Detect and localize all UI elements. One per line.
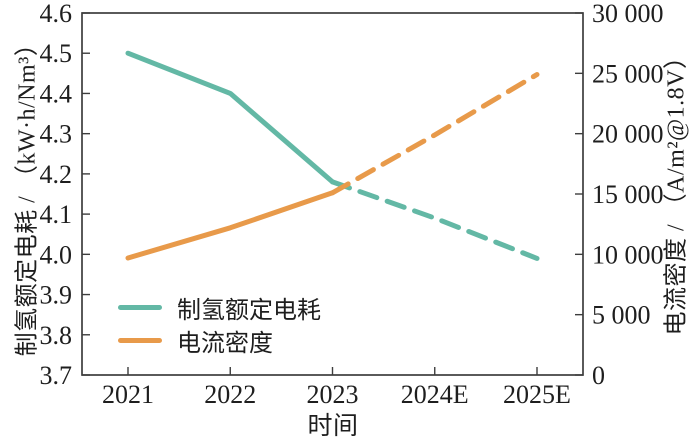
- right-axis-tick-label: 10 000: [592, 240, 664, 269]
- right-axis-tick-label: 15 000: [592, 180, 664, 209]
- left-axis-tick-label: 3.7: [40, 361, 73, 390]
- x-axis-tick-label: 2021: [102, 380, 154, 409]
- series-line-dashed-right: [330, 72, 540, 196]
- right-axis-tick-label: 0: [592, 361, 605, 390]
- right-axis-tick-label: 25 000: [592, 59, 664, 88]
- legend: 制氢额定电耗 电流密度: [118, 295, 321, 357]
- legend-label-current-density: 电流密度: [177, 330, 273, 357]
- left-axis-tick-label: 4.4: [40, 79, 73, 108]
- series-line-solid-right: [125, 190, 335, 261]
- right-axis-title: 电流密度 / （A/m²@1.8V）: [663, 44, 690, 336]
- right-axis-tick-label: 30 000: [592, 0, 664, 28]
- legend-item-power-consumption: 制氢额定电耗: [118, 295, 321, 324]
- power-consumption-line-swatch-icon: [118, 304, 162, 310]
- x-axis-tick-label: 2022: [204, 380, 256, 409]
- left-axis-tick-label: 4.0: [40, 240, 73, 269]
- x-axis-title: 时间: [307, 413, 359, 440]
- left-axis-tick-label: 4.6: [40, 0, 73, 28]
- legend-item-current-density: 电流密度: [118, 328, 321, 357]
- left-axis-tick-label: 4.2: [40, 160, 73, 189]
- x-axis-tick-label: 2023: [307, 380, 359, 409]
- series-line-dashed-left: [330, 179, 540, 261]
- x-axis-tick-label: 2024E: [401, 380, 469, 409]
- series-line-solid-left: [125, 50, 335, 185]
- x-axis-tick-label: 2025E: [503, 380, 571, 409]
- right-axis-tick-label: 5 000: [592, 301, 651, 330]
- left-axis-tick-label: 4.5: [40, 39, 73, 68]
- left-axis-title: 制氢额定电耗 / （kW·h/Nm³）: [14, 31, 41, 357]
- left-axis-tick-label: 3.9: [40, 281, 73, 310]
- current-density-line-swatch-icon: [118, 337, 162, 343]
- left-axis-tick-label: 3.8: [40, 321, 73, 350]
- left-axis-tick-label: 4.3: [40, 120, 73, 149]
- left-axis-tick-label: 4.1: [40, 200, 73, 229]
- legend-label-power-consumption: 制氢额定电耗: [177, 297, 321, 324]
- right-axis-tick-label: 20 000: [592, 120, 664, 149]
